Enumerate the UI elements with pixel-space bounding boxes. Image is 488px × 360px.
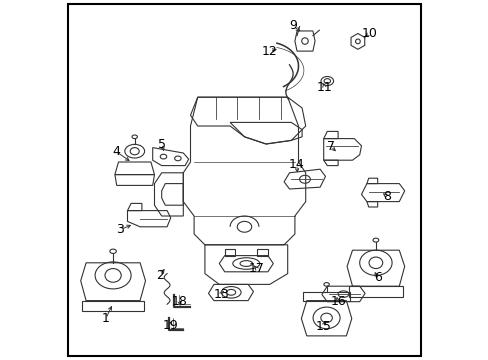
Text: 11: 11 (316, 81, 332, 94)
Text: 5: 5 (157, 138, 165, 150)
Text: 12: 12 (261, 45, 277, 58)
Text: 8: 8 (382, 190, 390, 203)
Text: 9: 9 (288, 19, 296, 32)
Text: 1: 1 (102, 312, 110, 325)
Text: 18: 18 (171, 295, 187, 308)
Text: 17: 17 (248, 262, 264, 275)
Text: 6: 6 (373, 271, 381, 284)
Text: 16: 16 (329, 295, 346, 308)
Text: 13: 13 (213, 288, 228, 301)
Text: 14: 14 (288, 158, 304, 171)
Text: 7: 7 (326, 140, 334, 153)
Text: 19: 19 (163, 319, 178, 332)
Text: 4: 4 (113, 145, 121, 158)
Text: 10: 10 (361, 27, 377, 40)
Text: 15: 15 (315, 320, 331, 333)
Text: 3: 3 (116, 223, 124, 236)
Text: 2: 2 (156, 269, 163, 282)
